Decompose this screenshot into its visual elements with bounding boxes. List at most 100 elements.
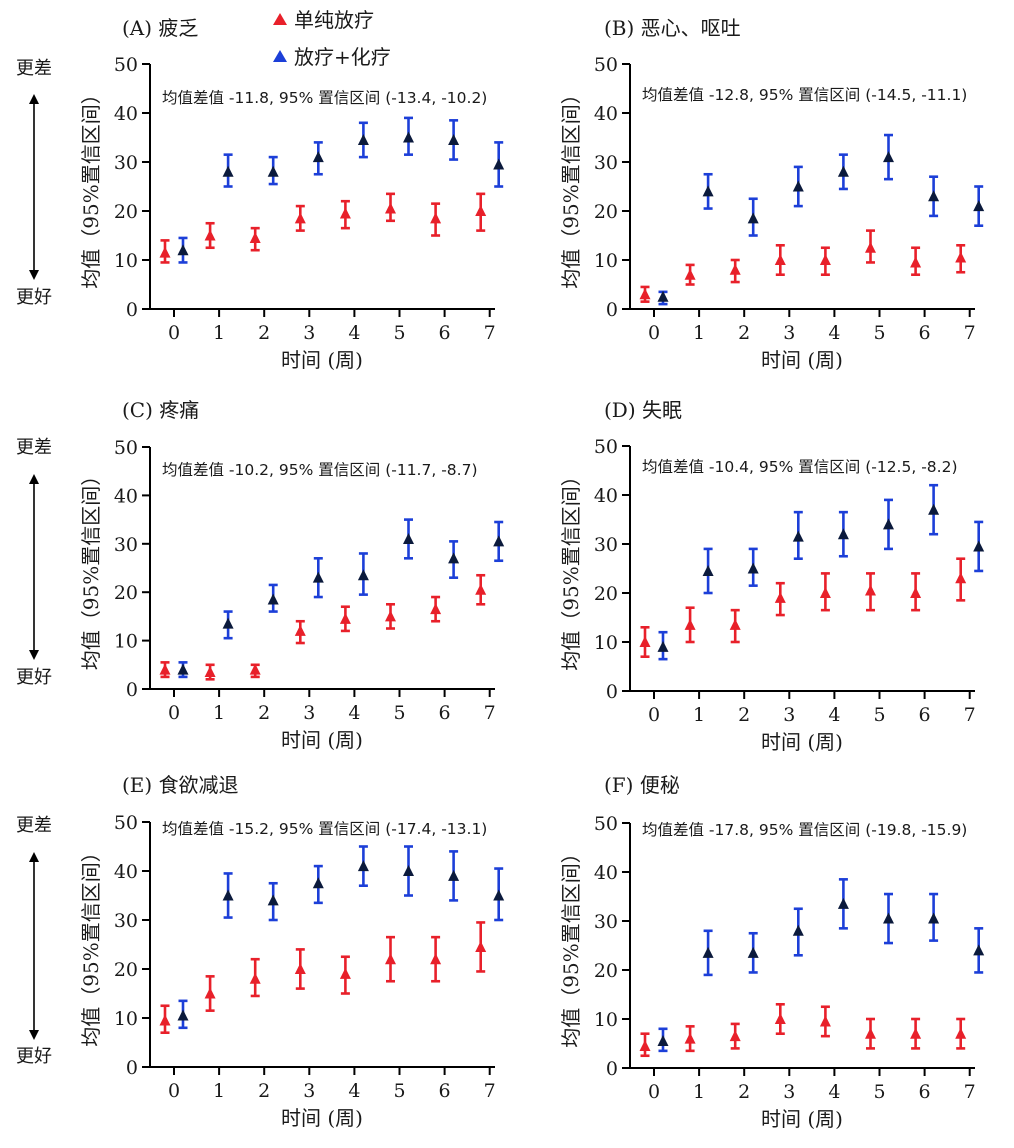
mean-triangle-marker (774, 254, 786, 265)
data-point (955, 557, 967, 602)
legend-crt-label: 放疗+化疗 (294, 45, 391, 69)
data-point (159, 1004, 171, 1034)
mean-triangle-marker (403, 131, 414, 143)
data-point (222, 610, 234, 640)
data-point (792, 907, 804, 957)
y-tick-label: 0 (606, 299, 618, 321)
direction-worse-label: 更差 (16, 437, 52, 458)
data-point (249, 957, 261, 998)
arrow-down-icon (29, 650, 39, 660)
data-point (702, 929, 714, 977)
mean-triangle-marker (865, 1027, 876, 1039)
y-tick-label: 0 (126, 679, 138, 701)
x-tick-label: 7 (484, 322, 496, 344)
mean-triangle-marker (684, 618, 696, 630)
y-tick-label: 20 (114, 959, 138, 981)
series-rt (159, 573, 487, 681)
data-point (657, 290, 669, 306)
y-tick-label: 20 (594, 960, 618, 982)
mean-triangle-marker (729, 1030, 741, 1042)
panel-annotation: 均值差值 -10.4, 95% 置信区间 (-12.5, -8.2) (642, 458, 958, 476)
mean-triangle-marker (792, 530, 804, 542)
y-tick-label: 10 (594, 250, 618, 272)
data-point (955, 244, 967, 274)
x-tick-label: 3 (303, 322, 315, 344)
data-point (267, 881, 279, 922)
data-point (385, 935, 396, 983)
x-tick-label: 4 (348, 702, 360, 724)
data-point (177, 236, 189, 264)
mean-triangle-marker (493, 535, 505, 547)
data-point (747, 547, 759, 587)
y-tick-label: 50 (114, 812, 138, 834)
data-point (819, 246, 831, 277)
x-tick-label: 5 (393, 1080, 405, 1102)
mean-triangle-marker (204, 229, 216, 241)
mean-triangle-marker (684, 1032, 696, 1044)
y-tick-label: 50 (114, 54, 138, 76)
series-rt (159, 921, 487, 1034)
series-crt (657, 878, 985, 1053)
data-point (865, 1017, 876, 1050)
data-point (729, 258, 741, 284)
y-tick-label: 20 (114, 582, 138, 604)
mean-triangle-marker (684, 268, 696, 280)
data-point (837, 510, 849, 558)
panel-title: (F) 便秘 (604, 773, 680, 797)
series-rt (639, 229, 967, 303)
data-point (865, 572, 876, 612)
mean-triangle-marker (177, 1009, 189, 1021)
y-tick-label: 50 (594, 813, 618, 835)
mean-triangle-marker (385, 202, 396, 214)
series-crt (177, 845, 505, 1030)
x-tick-label: 0 (168, 1080, 180, 1102)
direction-better-label: 更好 (16, 1046, 52, 1067)
data-point (819, 572, 831, 612)
data-point (448, 540, 460, 579)
data-point (774, 244, 786, 277)
data-point (639, 285, 651, 303)
mean-triangle-marker (204, 987, 216, 999)
x-tick-label: 2 (738, 322, 750, 344)
mean-triangle-marker (819, 254, 831, 265)
data-point (657, 630, 669, 661)
data-point (357, 845, 369, 888)
mean-triangle-marker (657, 1035, 669, 1047)
data-point (702, 172, 714, 210)
series-rt (159, 192, 487, 264)
arrow-up-icon (29, 94, 39, 104)
panel-annotation: 均值差值 -12.8, 95% 置信区间 (-14.5, -11.1) (642, 86, 967, 104)
mean-triangle-marker (312, 571, 324, 583)
mean-triangle-marker (928, 190, 940, 202)
mean-triangle-marker (294, 963, 306, 974)
data-point (883, 892, 894, 945)
data-point (493, 520, 505, 563)
direction-worse-label: 更差 (16, 58, 52, 79)
data-point (204, 221, 216, 250)
series-crt (657, 133, 985, 306)
data-point (430, 595, 442, 623)
x-tick-label: 1 (693, 704, 705, 726)
x-tick-label: 7 (484, 702, 496, 724)
x-tick-label: 6 (919, 322, 931, 344)
data-point (837, 878, 849, 930)
data-point (357, 121, 369, 159)
mean-triangle-marker (357, 860, 369, 872)
data-point (657, 1027, 669, 1053)
x-tick-label: 1 (213, 702, 225, 724)
panel-title: (A) 疲乏 (122, 16, 198, 40)
mean-triangle-marker (249, 972, 261, 984)
panel-annotation: 均值差值 -17.8, 95% 置信区间 (-19.8, -15.9) (642, 821, 967, 839)
x-tick-label: 6 (919, 1081, 931, 1103)
data-point (792, 165, 804, 208)
x-tick-label: 7 (484, 1080, 496, 1102)
data-point (910, 1017, 922, 1050)
data-point (973, 927, 985, 974)
mean-triangle-marker (928, 503, 940, 515)
mean-triangle-marker (657, 290, 669, 302)
y-tick-label: 40 (594, 862, 618, 884)
data-point (403, 845, 414, 897)
mean-triangle-marker (339, 612, 351, 624)
